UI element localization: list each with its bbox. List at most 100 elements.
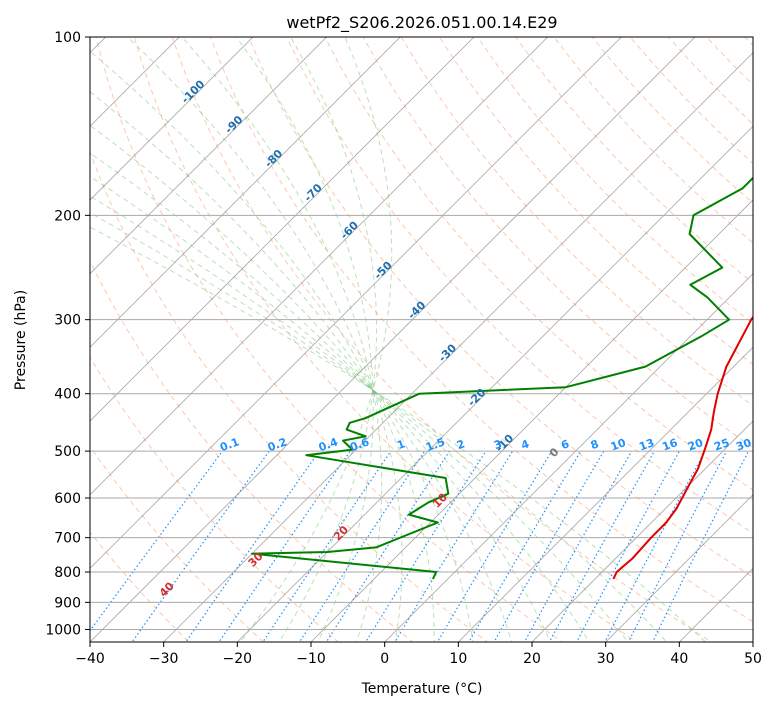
isotherm-line [310,199,753,642]
moist-adiabat [90,152,551,642]
isotherm-label: 0 [547,445,562,460]
dry-adiabat [324,37,753,491]
isotherm-line [163,52,753,642]
x-tick-label: 10 [449,651,467,667]
isotherm-line [90,37,328,275]
dry-adiabat [362,37,753,449]
mixing-ratio-line [90,450,223,632]
y-tick-label: 800 [54,565,81,581]
isotherm-label: -70 [302,181,325,204]
dry-adiabat [95,37,564,642]
y-axis: 1000 900 800 700 600 500 400 300 200 100 [45,30,90,638]
y-tick-label: 200 [54,208,81,224]
mixing-ratio-label: 0.4 [317,435,340,454]
x-tick-label: 0 [380,651,389,667]
mixing-ratio-label: 13 [637,436,656,453]
x-axis-label: Temperature (°C) [361,681,483,697]
mixing-ratio-line [436,450,553,642]
isotherm-label: -60 [338,218,361,241]
mixing-ratio-label: 16 [660,436,679,454]
dry-adiabat [90,356,339,642]
mixing-ratio-line [468,450,582,642]
dry-adiabat [477,37,753,325]
moist-adiabat [181,37,383,642]
x-tick-label: −30 [149,651,179,667]
mixing-ratio-label: 2 [455,437,467,452]
dry-adiabat [286,37,753,534]
isotherm-line [90,37,696,642]
dry-adiabat [90,150,489,642]
pressure-grid [90,37,753,630]
mixing-ratio-label: 10 [609,436,628,454]
mixing-ratio-line [131,450,270,642]
mixing-ratio-label: 8 [589,437,601,452]
moist-adiabat [90,195,629,642]
profiles [251,176,753,580]
dry-adiabat [400,37,753,407]
mixing-ratio-label: 25 [712,436,731,453]
x-tick-label: −20 [223,651,253,667]
isotherm-label: -40 [405,298,428,321]
isotherm-line [384,273,753,642]
y-tick-label: 1000 [45,622,81,638]
plot-frame [89,36,754,643]
y-tick-label: 400 [54,387,81,403]
mixing-ratio-label: 30 [734,436,753,454]
isotherm-label: -20 [465,386,488,409]
background-lines [90,37,753,642]
isotherm-line [678,567,753,642]
isotherm-line [90,37,475,422]
isotherm-line [605,494,753,642]
mixing-ratio-label: 0.1 [218,435,241,454]
x-tick-label: −10 [296,651,326,667]
mixing-ratio-line [576,450,680,642]
dry-adiabat [438,37,753,366]
mixing-ratio-label: 6 [559,437,571,452]
mixing-ratio-label: 20 [686,436,705,454]
isotherm-label: 40 [157,579,177,599]
mixing-ratio-label: 0.2 [266,435,289,454]
y-tick-label: 100 [54,30,81,46]
x-tick-label: 20 [523,651,541,667]
mixing-ratio-label: 1 [395,437,407,452]
y-tick-label: 500 [54,444,81,460]
moist-adiabat [90,226,707,642]
isotherm-line [752,641,753,642]
x-tick-label: 40 [670,651,688,667]
line-labels: -100-90-80-70-60-50-40-30-20-10 010203040… [157,77,775,599]
y-tick-label: 600 [54,491,81,507]
moist-adiabat [90,175,590,642]
mixing-ratio-label: 36 [757,436,775,454]
x-axis: −40 −30 −20 −10 0 10 20 30 40 50 [75,642,762,667]
mixing-ratio-label: 0.6 [348,435,371,454]
mixing-ratio-line [325,450,451,642]
isotherm-line [90,37,401,348]
mixing-ratio-label: 4 [519,437,531,452]
isotherm-label: -80 [262,147,285,170]
y-axis-label: Pressure (hPa) [13,290,29,390]
mixing-ratio-label: 1.5 [424,435,447,454]
dry-adiabat [210,37,753,623]
isotherm-label: -100 [179,77,208,106]
x-tick-label: 30 [597,651,615,667]
dry-adiabat [706,37,753,86]
isotherm-line [90,37,254,201]
dry-adiabat [133,37,638,642]
isotherm-line [90,37,549,496]
isotherm-label: -30 [436,341,459,364]
isotherm-line [531,420,753,642]
x-tick-label: 50 [744,651,762,667]
dry-adiabat [90,259,414,642]
isotherm-label: -90 [222,113,245,136]
y-tick-label: 300 [54,313,81,329]
mixing-ratio-label: 3 [492,437,504,452]
moist-adiabat [127,37,403,642]
chart-title: wetPf2_S206.2026.051.00.14.E29 [286,13,557,33]
y-tick-label: 700 [54,531,81,547]
isotherm-line [90,37,622,569]
isotherm-line [236,125,753,642]
y-tick-label: 900 [54,595,81,611]
isotherm-line [457,346,753,642]
dewpoint-profile [251,176,753,580]
